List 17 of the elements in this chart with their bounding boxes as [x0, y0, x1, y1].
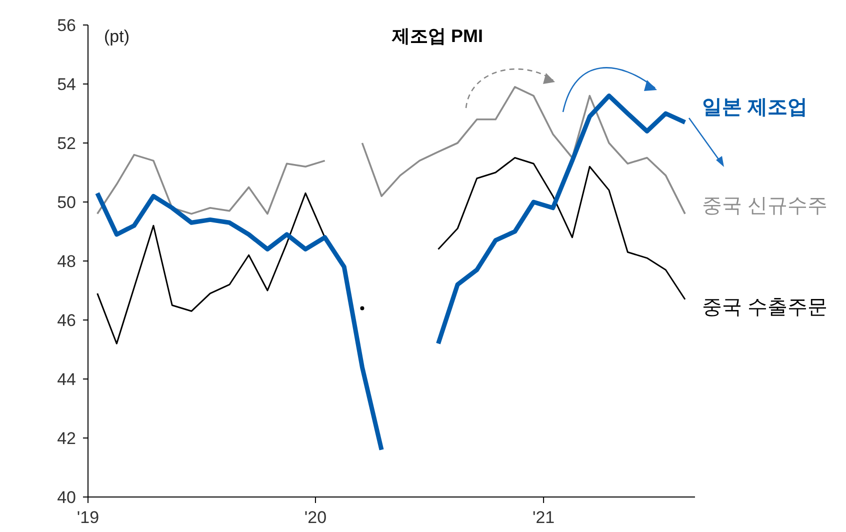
series-label: 중국 신규수주 [702, 195, 828, 218]
chart-title: 제조업 PMI [391, 26, 484, 46]
y-tick-label: 40 [57, 488, 76, 507]
y-axis-title: (pt) [104, 27, 130, 46]
x-tick-label: '21 [532, 508, 555, 527]
y-tick-label: 56 [57, 16, 76, 35]
y-tick-label: 52 [57, 134, 76, 153]
x-tick-label: '20 [304, 508, 327, 527]
y-tick-label: 46 [57, 311, 76, 330]
y-tick-label: 54 [57, 75, 76, 94]
y-tick-label: 44 [57, 370, 76, 389]
series-label: 중국 수출주문 [702, 296, 828, 319]
series-label: 일본 제조업 [702, 96, 808, 119]
x-tick-label: '19 [76, 508, 100, 527]
y-tick-label: 50 [57, 193, 76, 212]
y-tick-label: 48 [57, 252, 76, 271]
y-tick-label: 42 [57, 429, 76, 448]
